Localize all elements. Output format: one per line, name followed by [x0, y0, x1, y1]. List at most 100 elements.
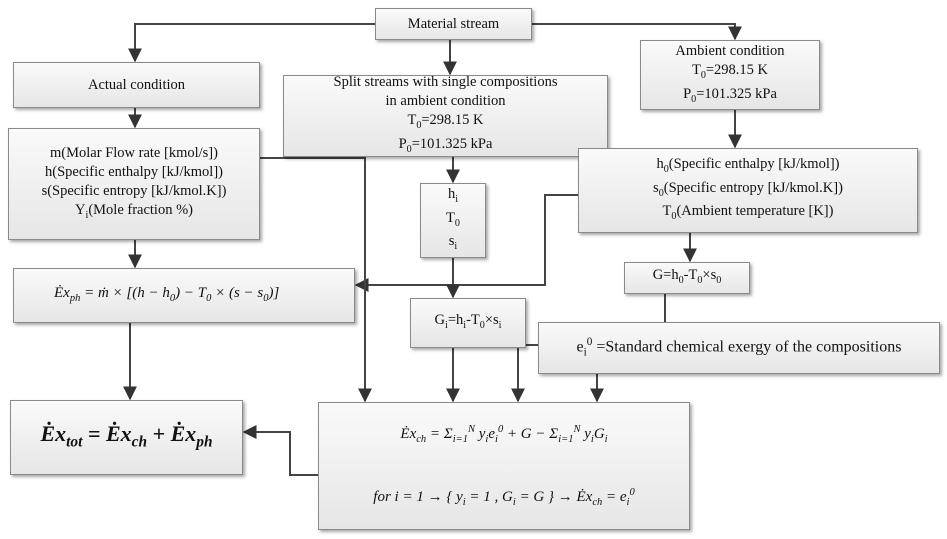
text-line: s(Specific entropy [kJ/kmol.K]) — [42, 182, 227, 201]
text-line: T0(Ambient temperature [K]) — [663, 202, 834, 226]
subscript: i=1 — [558, 434, 574, 445]
subscript: 0 — [678, 274, 684, 286]
text: s — [653, 179, 659, 196]
subscript: i — [462, 497, 466, 508]
subscript: i — [583, 346, 587, 359]
text: T — [691, 61, 701, 78]
text-line: s0(Specific entropy [kJ/kmol.K]) — [653, 179, 843, 203]
text: Ėx — [400, 426, 417, 442]
text: e — [488, 426, 496, 442]
subscript: i — [590, 434, 594, 445]
text: = G } → Ėx — [515, 489, 593, 505]
text-line: T0 — [446, 209, 460, 233]
text: = ṁ × [(h − h — [80, 284, 170, 301]
text-line: ei0 =Standard chemical exergy of the com… — [577, 333, 902, 363]
text: Ėx — [40, 420, 67, 446]
subscript: 0 — [716, 274, 722, 286]
subscript: 0 — [263, 292, 269, 304]
subscript: i — [485, 434, 489, 445]
standard-exergy-box: ei0 =Standard chemical exergy of the com… — [538, 322, 940, 374]
ambient-properties-box: h0(Specific enthalpy [kJ/kmol]) s0(Specif… — [578, 148, 918, 233]
actual-properties-box: m(Molar Flow rate [kmol/s]) h(Specific en… — [8, 128, 260, 240]
text: )] — [268, 284, 280, 301]
text-line: h0(Specific enthalpy [kJ/kmol]) — [656, 155, 839, 179]
subscript: i — [498, 319, 502, 331]
split-properties-box: hi T0 si — [420, 183, 486, 258]
text-line: P0=101.325 kPa — [683, 85, 777, 109]
text: = 1 , G — [465, 489, 513, 505]
text: -T — [466, 312, 480, 329]
text-line: m(Molar Flow rate [kmol/s]) — [50, 144, 218, 163]
text: h — [447, 185, 456, 202]
subscript: 0 — [691, 93, 697, 105]
arrow — [242, 425, 318, 476]
text: h(Specific enthalpy [kJ/kmol]) — [45, 163, 223, 180]
text-line: P0=101.325 kPa — [399, 135, 493, 159]
text-line: hi — [448, 185, 458, 209]
text: in ambient condition — [385, 93, 506, 110]
superscript: N — [467, 424, 475, 435]
text-line: for i = 1 → { yi = 1 , Gi = G } → Ėxch =… — [373, 483, 634, 512]
text: = Ėx — [82, 420, 132, 446]
split-streams-box: Split streams with single compositions in… — [283, 74, 608, 159]
total-exergy-box: Ėxtot = Ėxch + Ėxph — [10, 400, 243, 475]
text-line: Gi=hi-T0×si — [435, 311, 502, 335]
subscript: i — [495, 434, 498, 445]
text: + Ėx — [147, 420, 197, 446]
arrow — [128, 23, 375, 63]
text-line: G=h0-T0×s0 — [653, 266, 722, 290]
text: + G − Σ — [503, 426, 559, 442]
text: T — [407, 112, 417, 129]
text: Split streams with single compositions — [333, 74, 558, 91]
subscript: 0 — [454, 217, 460, 229]
subscript: ch — [416, 434, 427, 445]
text-line: Ambient condition — [675, 42, 784, 61]
superscript: 0 — [629, 487, 635, 498]
text: (Mole fraction %) — [88, 201, 193, 218]
actual-condition-box: Actual condition — [13, 62, 260, 108]
text: (Specific entropy [kJ/kmol.K]) — [663, 179, 843, 196]
text-line: Ėxph = ṁ × [(h − h0) − T0 × (s − s0)] — [54, 284, 279, 308]
text: y — [475, 426, 486, 442]
text: P — [398, 136, 407, 152]
subscript: 0 — [169, 292, 176, 304]
text-line: T0=298.15 K — [692, 61, 768, 85]
text-line: T0=298.15 K — [407, 111, 483, 135]
subscript: i — [85, 209, 89, 221]
gibbs-ambient-box: G=h0-T0×s0 — [624, 262, 750, 294]
text: ×s — [702, 267, 717, 284]
subscript: i — [444, 319, 448, 331]
text: =h — [447, 312, 464, 329]
material-stream-box: Material stream — [375, 8, 532, 40]
text: s(Specific entropy [kJ/kmol.K]) — [41, 182, 227, 199]
text: G — [593, 426, 605, 442]
text: =298.15 K — [421, 112, 484, 129]
superscript: N — [573, 424, 581, 435]
text: G — [434, 312, 445, 329]
text: s — [448, 233, 455, 250]
subscript: i — [463, 319, 467, 331]
text: Material stream — [407, 15, 500, 32]
subscript: 0 — [416, 120, 422, 131]
subscript: ch — [131, 433, 148, 451]
text: =Standard chemical exergy of the composi… — [592, 338, 902, 356]
text: (Specific enthalpy [kJ/kmol]) — [668, 155, 840, 172]
subscript: i=1 — [452, 434, 468, 445]
subscript: ph — [69, 292, 81, 304]
text: × (s − s — [211, 284, 264, 301]
subscript: 0 — [671, 211, 677, 223]
text-line: Ėxtot = Ėxch + Ėxph — [40, 420, 212, 451]
subscript: i — [626, 497, 630, 508]
physical-exergy-box: Ėxph = ṁ × [(h − h0) − T0 × (s − s0)] — [13, 268, 355, 323]
text: Y — [75, 201, 86, 218]
arrow — [532, 23, 742, 41]
text: T — [662, 203, 672, 220]
subscript: 0 — [663, 163, 669, 175]
gibbs-split-box: Gi=hi-T0×si — [410, 298, 526, 348]
text: =101.325 kPa — [411, 136, 493, 152]
text: Ėx — [54, 284, 70, 301]
text: = Σ — [426, 426, 453, 442]
text-line: Material stream — [408, 15, 499, 34]
text: Actual condition — [87, 76, 186, 93]
